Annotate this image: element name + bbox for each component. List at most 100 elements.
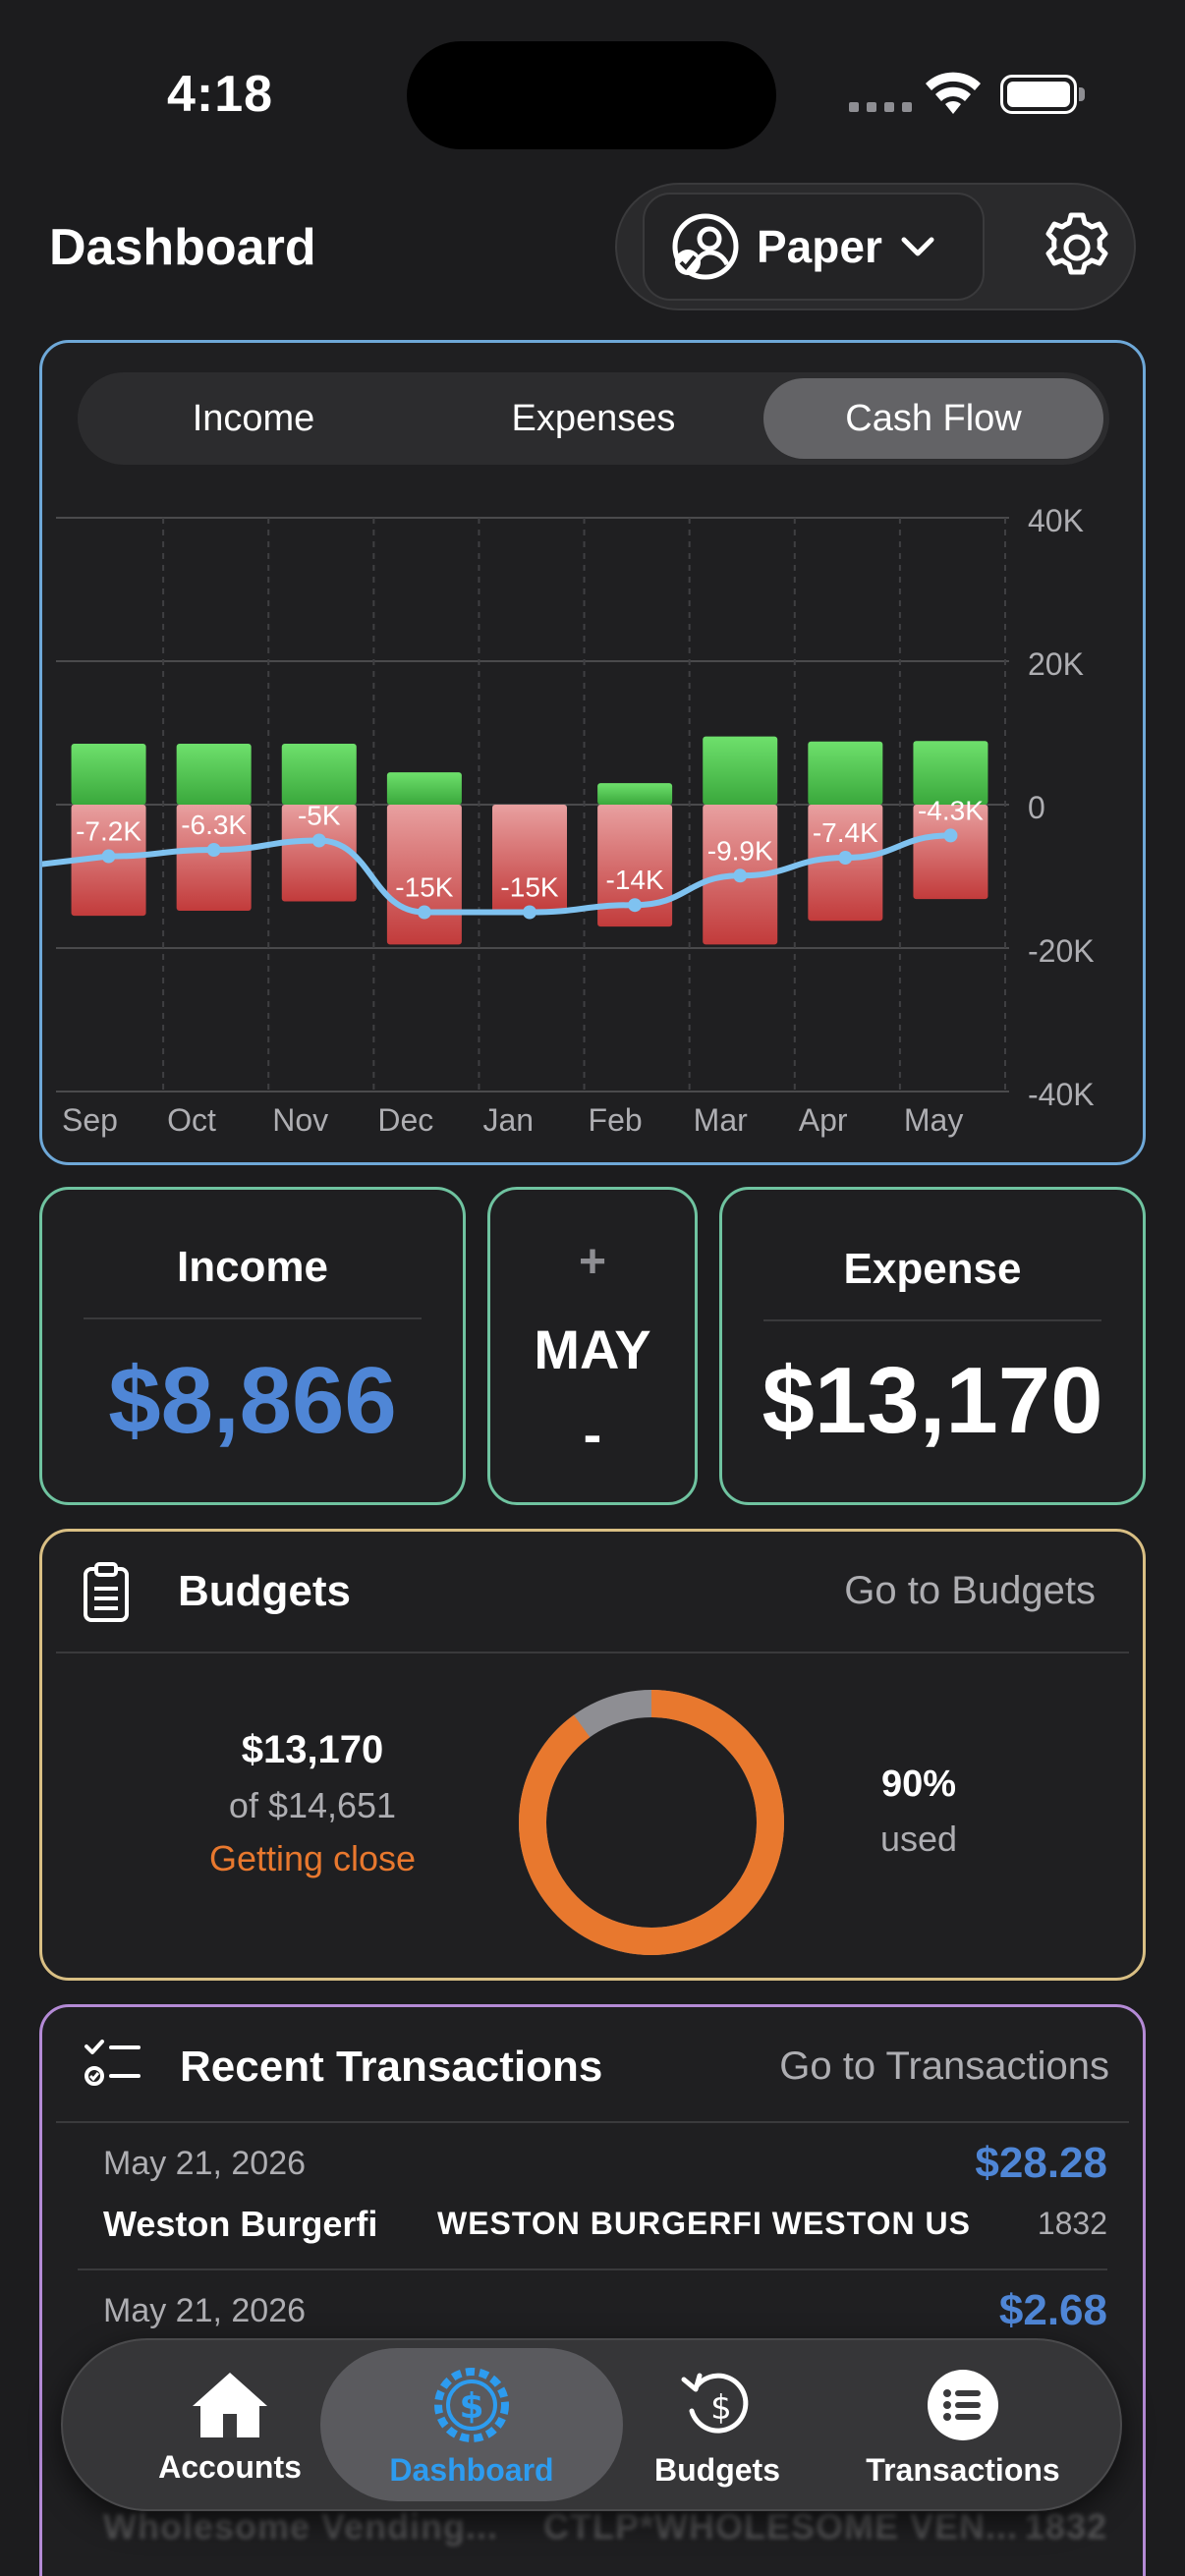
x-tick-label: Apr [799,1102,848,1138]
income-bar [176,743,252,805]
battery-icon [1000,75,1085,114]
chevron-down-icon [901,237,934,256]
net-cash-flow-point [311,833,326,848]
budget-used-label: used [879,1819,958,1859]
go-to-transactions-link[interactable]: Go to Transactions [779,2044,1109,2088]
tab-label: Accounts [158,2448,302,2485]
data-label: -7.4K [813,817,878,848]
income-title: Income [176,1243,329,1291]
status-time: 4:18 [167,66,274,123]
data-label: -5K [298,801,341,831]
clipboard-icon [84,1562,129,1622]
income-bar [281,743,357,805]
next-month-button[interactable]: + [578,1236,607,1288]
income-bar [597,783,673,805]
data-label: -9.9K [707,835,773,866]
transaction-description: CTLP*WHOLESOME VEN... [543,2506,1019,2547]
budget-percent: 90% [880,1764,957,1805]
transaction-date: May 21, 2026 [103,2145,307,2182]
x-tick-label: Oct [167,1102,216,1138]
month-selector-card: + MAY - [487,1187,698,1505]
expense-bar [281,805,357,902]
transaction-date: May 21, 2026 [103,2292,307,2329]
income-bar [703,736,778,805]
divider [56,1652,1129,1653]
income-summary-card[interactable]: Income $8,866 [39,1187,466,1505]
data-label: -15K [395,872,453,903]
transaction-amount: $2.68 [998,2286,1107,2334]
y-tick-label: 20K [1028,646,1084,682]
month-label: MAY [534,1318,651,1380]
expense-title: Expense [843,1245,1022,1293]
y-tick-label: 40K [1028,503,1084,538]
income-bar [808,741,883,805]
data-label: -15K [500,872,558,903]
tab-cash-flow[interactable]: Cash Flow [763,378,1103,459]
net-cash-flow-point [733,868,748,883]
cellular-signal-icon [849,102,912,112]
wifi-icon [926,72,981,114]
budget-spent: $13,170 [241,1728,384,1771]
list-icon [928,2369,998,2440]
tab-dashboard[interactable]: $ Dashboard [373,2340,570,2513]
transaction-ref: 1832 [1024,2506,1107,2547]
tab-accounts[interactable]: Accounts [132,2340,328,2513]
data-label: -7.2K [76,816,141,847]
transaction-description: WESTON BURGERFI WESTON US [437,2206,971,2241]
tab-expenses[interactable]: Expenses [511,397,676,439]
expense-summary-card[interactable]: Expense $13,170 [719,1187,1146,1505]
cash-flow-chart-card: Income Expenses Cash Flow 40K 20K 0 -20K -40… [39,340,1146,1165]
recent-transactions-title: Recent Transactions [180,2043,603,2091]
data-label: -6.3K [181,810,247,840]
tab-label: Dashboard [389,2451,554,2488]
x-tick-label: Jan [482,1102,534,1138]
expense-bar [597,805,673,927]
budgets-title: Budgets [178,1567,351,1615]
data-label: -4.3K [918,795,984,825]
tab-transactions[interactable]: Transactions [855,2340,1071,2513]
go-to-budgets-link[interactable]: Go to Budgets [844,1569,1096,1612]
divider [763,1319,1101,1321]
house-icon [193,2372,267,2437]
x-tick-label: May [904,1102,963,1138]
tab-income[interactable]: Income [192,397,315,439]
income-bar [913,741,988,805]
account-switcher-button[interactable]: Paper [643,193,985,301]
divider [84,1317,422,1319]
net-cash-flow-point [523,905,536,920]
tab-bar: Accounts $ Dashboard $ Budgets Transacti… [61,2338,1122,2511]
x-tick-label: Sep [62,1102,118,1138]
transaction-payee: Weston Burgerfi [103,2204,378,2244]
budget-refresh-icon: $ [681,2373,749,2434]
transaction-ref: 1832 [1037,2206,1107,2241]
budget-donut-chart [519,1690,784,1955]
gear-icon[interactable] [1040,210,1114,285]
y-tick-label: 0 [1028,790,1045,825]
previous-month-button[interactable]: - [583,1403,602,1465]
net-cash-flow-point [206,842,221,857]
budgets-card: Budgets Go to Budgets $13,170 of $14,651… [39,1529,1146,1981]
net-cash-flow-point [101,849,116,864]
x-tick-label: Nov [272,1102,328,1138]
tab-budgets[interactable]: $ Budgets [639,2340,796,2513]
dollar-circle-icon: $ [434,2367,509,2442]
income-bar [386,772,462,805]
data-label: -14K [606,865,664,895]
net-cash-flow-point [838,851,853,866]
income-value: $8,866 [108,1348,397,1453]
checklist-icon [85,2040,141,2086]
y-tick-label: -40K [1028,1077,1095,1112]
tab-label: Transactions [866,2451,1060,2488]
net-cash-flow-point [417,905,431,920]
expense-bar [913,805,988,900]
y-tick-label: -20K [1028,933,1095,969]
transaction-amount: $28.28 [975,2139,1107,2187]
income-bar [71,743,146,805]
x-tick-label: Mar [694,1102,748,1138]
page-title: Dashboard [49,219,316,276]
chart-mode-segmented-control: Income Expenses Cash Flow [78,372,1109,465]
expense-bar [492,805,567,913]
transaction-payee: Wholesome Vending... [103,2506,499,2547]
net-cash-flow-point [628,898,643,913]
divider [56,2121,1129,2123]
